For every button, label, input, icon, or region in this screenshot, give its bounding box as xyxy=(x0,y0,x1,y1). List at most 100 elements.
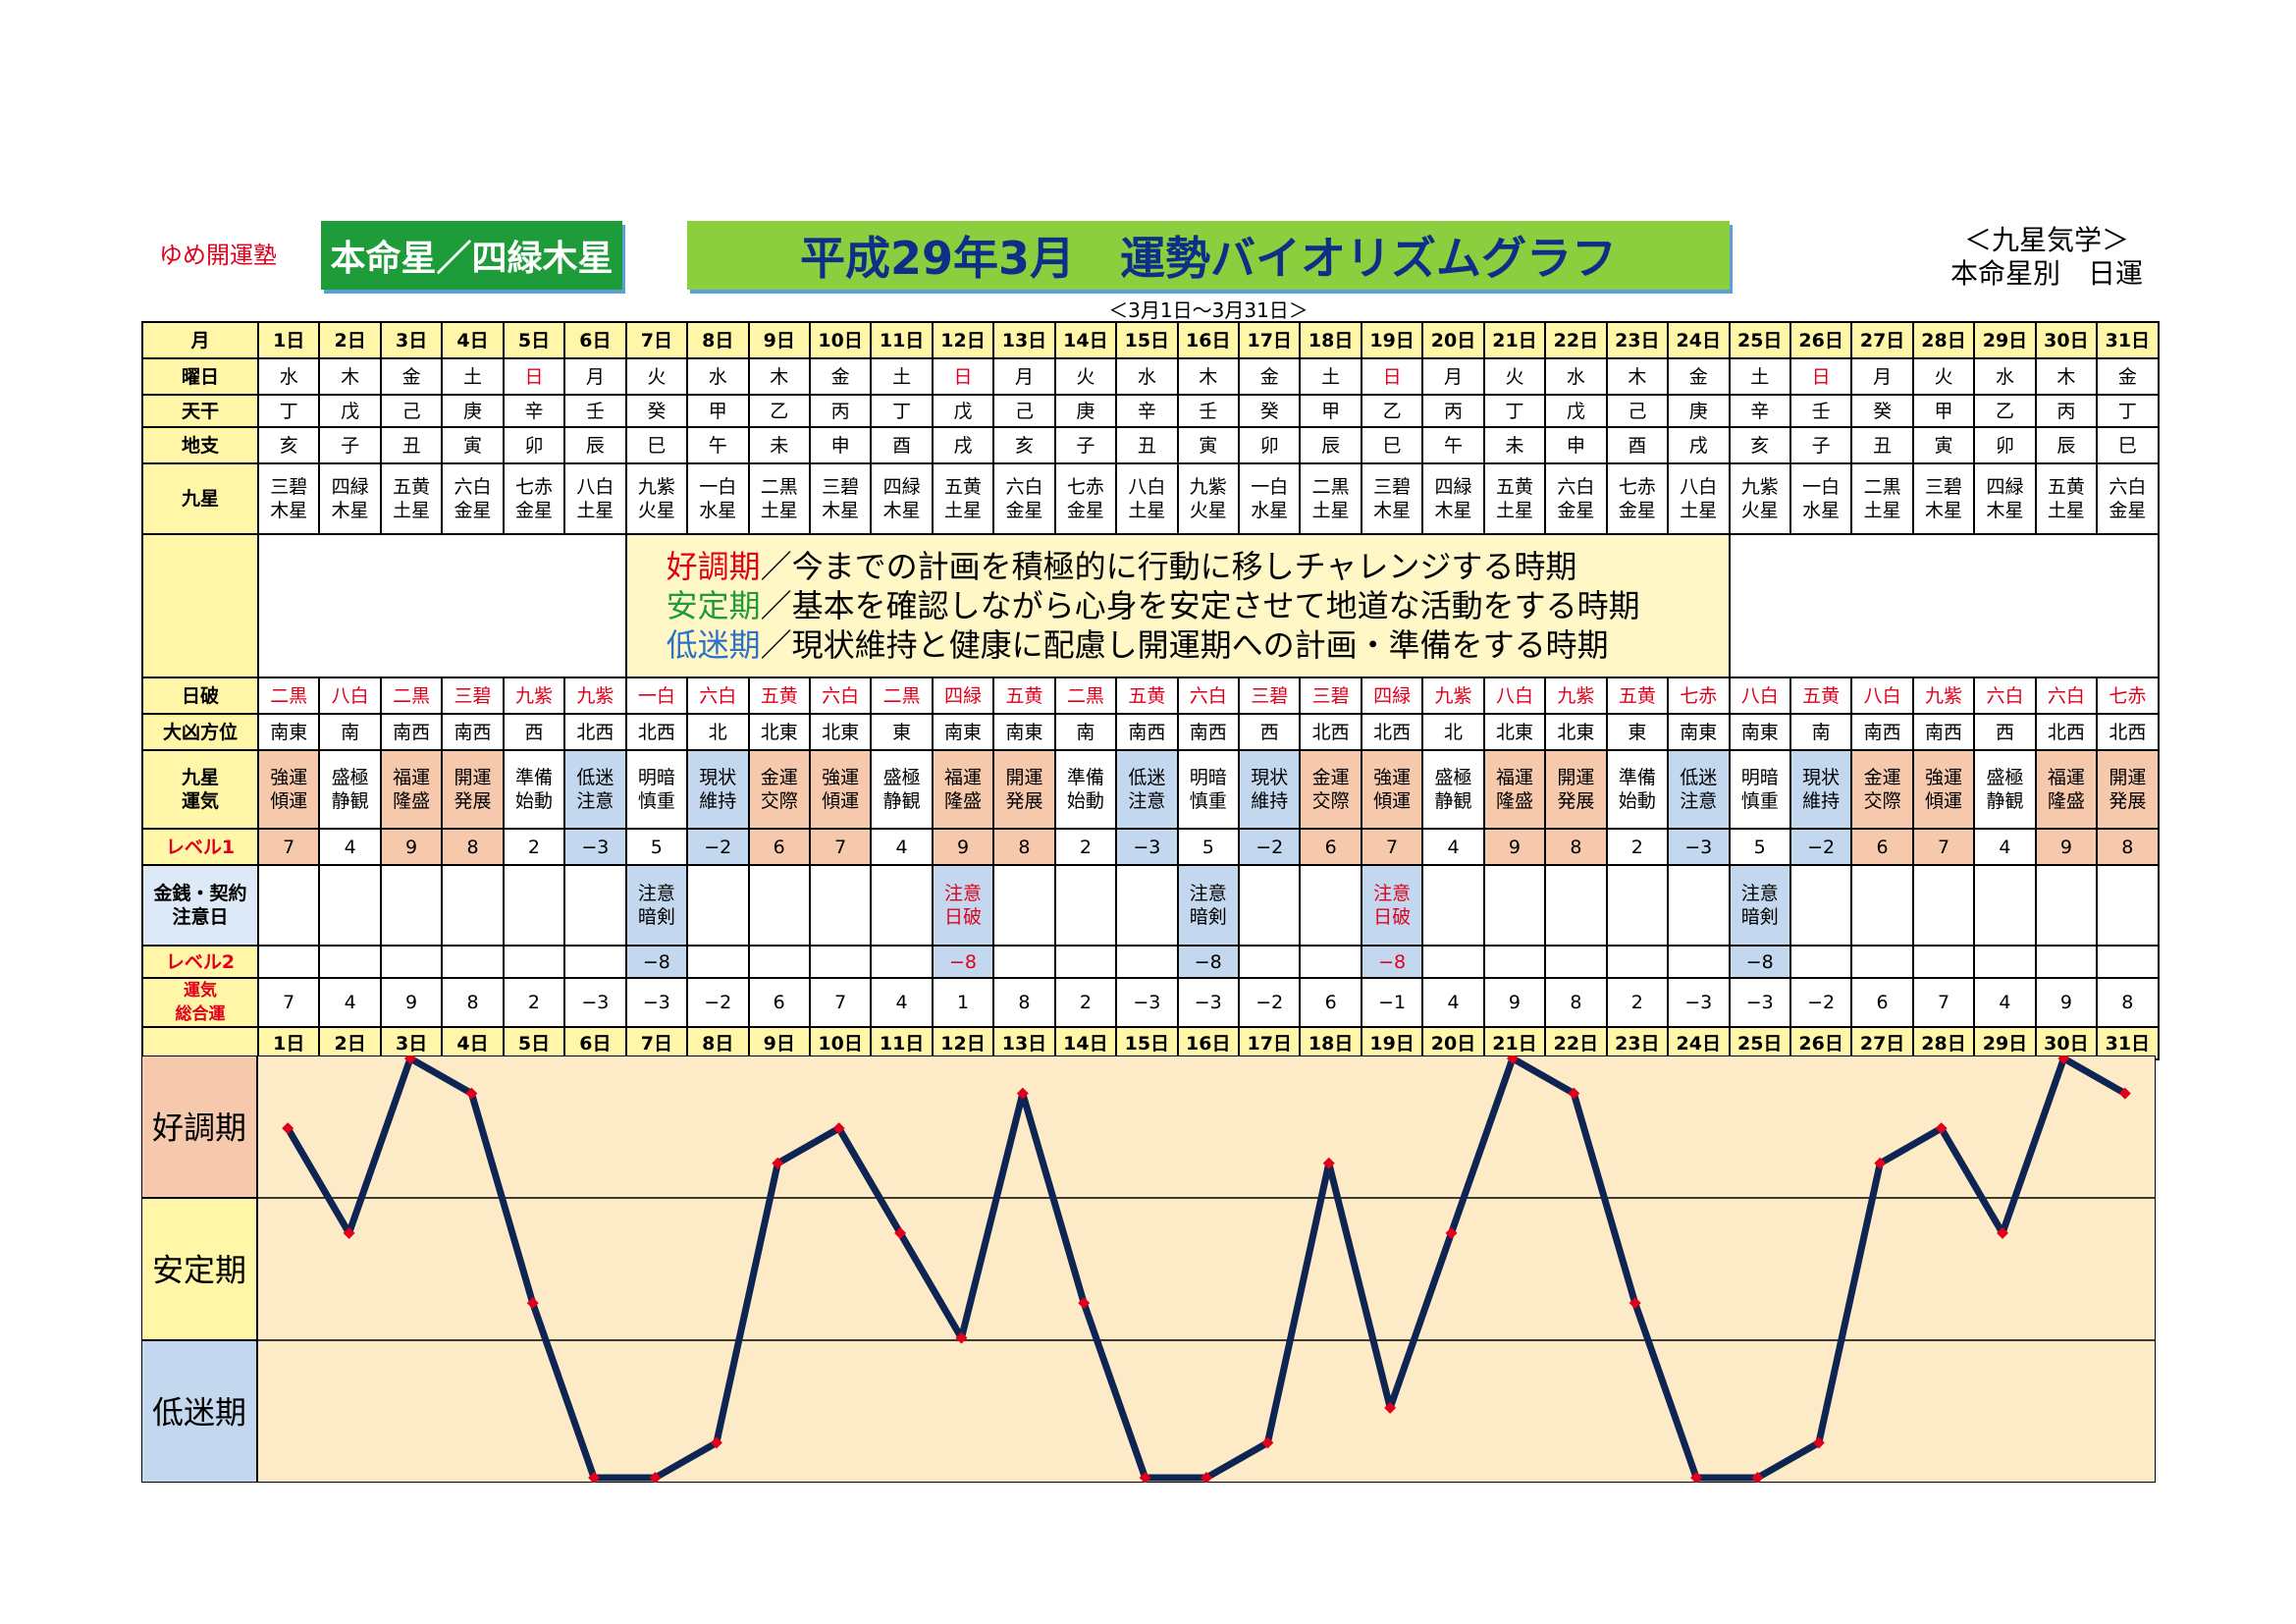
kyusei-cell: 七赤 金星 xyxy=(1605,462,1670,535)
nippa-cell: 二黒 xyxy=(1053,677,1118,715)
kinsen-cell: 注意 日破 xyxy=(931,864,995,947)
chishi-cell: 丑 xyxy=(1850,426,1914,464)
unki-cell: 開運 発展 xyxy=(2096,749,2160,830)
level1-cell: 8 xyxy=(992,828,1056,866)
kinsen-cell xyxy=(441,864,505,947)
day-cell-bottom: 27日 xyxy=(1850,1026,1914,1060)
band-low-label-bg xyxy=(141,1339,258,1483)
data-point xyxy=(343,1226,355,1239)
row-label-unki: 九星 運気 xyxy=(141,749,259,830)
kyusei-cell: 七赤 金星 xyxy=(502,462,566,535)
kinsen-cell xyxy=(1850,864,1914,947)
weekday-cell: 月 xyxy=(1850,357,1914,396)
taikyo-cell: 東 xyxy=(1605,713,1670,751)
kyusei-cell: 五黄 土星 xyxy=(2034,462,2099,535)
tenkan-cell: 戊 xyxy=(318,394,382,428)
sogo-cell: −3 xyxy=(1667,977,1731,1028)
chishi-cell: 卯 xyxy=(1973,426,2037,464)
day-cell: 25日 xyxy=(1728,321,1791,359)
day-cell: 2日 xyxy=(318,321,382,359)
level2-cell xyxy=(1053,945,1118,979)
kyusei-cell: 一白 水星 xyxy=(1789,462,1853,535)
taikyo-cell: 北東 xyxy=(1482,713,1547,751)
unki-cell: 盛極 静観 xyxy=(318,749,382,830)
level2-cell: −8 xyxy=(1728,945,1791,979)
unki-cell: 開運 発展 xyxy=(992,749,1056,830)
taikyo-cell: 南西 xyxy=(1115,713,1179,751)
kyusei-cell: 一白 水星 xyxy=(686,462,750,535)
level1-cell: 6 xyxy=(747,828,811,866)
level2-cell xyxy=(379,945,444,979)
data-point xyxy=(649,1472,662,1483)
chishi-cell: 巳 xyxy=(2096,426,2160,464)
data-point xyxy=(1384,1401,1397,1414)
unki-cell: 福運 隆盛 xyxy=(379,749,444,830)
nippa-cell: 六白 xyxy=(1973,677,2037,715)
level1-cell: 9 xyxy=(379,828,444,866)
band-stable-label-bg xyxy=(141,1197,258,1341)
legend-term-low: 低迷期 xyxy=(666,626,761,664)
data-point xyxy=(1935,1122,1948,1135)
data-point xyxy=(2118,1087,2131,1100)
kyusei-cell: 五黄 土星 xyxy=(931,462,995,535)
nippa-cell: 八白 xyxy=(1482,677,1547,715)
kinsen-cell xyxy=(563,864,627,947)
kinsen-cell: 注意 暗剣 xyxy=(624,864,689,947)
kinsen-cell xyxy=(1667,864,1731,947)
sogo-cell: 6 xyxy=(1299,977,1362,1028)
weekday-cell: 金 xyxy=(379,357,444,396)
tenkan-cell: 乙 xyxy=(747,394,811,428)
day-cell-bottom: 8日 xyxy=(686,1026,750,1060)
tenkan-cell: 丁 xyxy=(2096,394,2160,428)
chishi-cell: 寅 xyxy=(1176,426,1241,464)
unki-cell: 強運 傾運 xyxy=(808,749,873,830)
weekday-cell: 日 xyxy=(502,357,566,396)
nippa-cell: 九紫 xyxy=(1421,677,1485,715)
unki-cell: 開運 発展 xyxy=(1544,749,1608,830)
unki-cell: 金運 交際 xyxy=(1850,749,1914,830)
data-point xyxy=(1629,1297,1641,1310)
unki-cell: 盛極 静観 xyxy=(1973,749,2037,830)
kinsen-cell xyxy=(1482,864,1547,947)
tenkan-cell: 辛 xyxy=(1728,394,1791,428)
nippa-cell: 三碧 xyxy=(1299,677,1362,715)
row-label-chishi: 地支 xyxy=(141,426,259,464)
level1-cell: 7 xyxy=(1360,828,1424,866)
kinsen-cell xyxy=(1237,864,1302,947)
level2-cell xyxy=(747,945,811,979)
unki-cell: 現状 維持 xyxy=(1237,749,1302,830)
band-good-label: 好調期 xyxy=(152,1110,246,1147)
chishi-cell: 子 xyxy=(1789,426,1853,464)
kinsen-cell xyxy=(808,864,873,947)
tenkan-cell: 壬 xyxy=(563,394,627,428)
nippa-cell: 九紫 xyxy=(502,677,566,715)
legend-spacer-left xyxy=(257,533,627,678)
date-range: ＜3月1日～3月31日＞ xyxy=(1108,298,1308,322)
nippa-cell: 五黄 xyxy=(1605,677,1670,715)
chishi-cell: 戌 xyxy=(1667,426,1731,464)
data-point xyxy=(1445,1226,1458,1239)
day-cell: 12日 xyxy=(931,321,995,359)
chishi-cell: 巳 xyxy=(1360,426,1424,464)
taikyo-cell: 南西 xyxy=(379,713,444,751)
chishi-cell: 亥 xyxy=(992,426,1056,464)
level1-cell: 8 xyxy=(2096,828,2160,866)
tenkan-cell: 庚 xyxy=(1667,394,1731,428)
level2-cell: −8 xyxy=(931,945,995,979)
data-point xyxy=(588,1472,601,1483)
kyusei-cell: 二黒 土星 xyxy=(1850,462,1914,535)
kyusei-cell: 八白 土星 xyxy=(1115,462,1179,535)
kyusei-cell: 五黄 土星 xyxy=(379,462,444,535)
sogo-cell: −3 xyxy=(1176,977,1241,1028)
weekday-cell: 木 xyxy=(1605,357,1670,396)
row-label-tenkan: 天干 xyxy=(141,394,259,428)
data-point xyxy=(1261,1436,1274,1449)
kinsen-cell xyxy=(992,864,1056,947)
day-cell: 3日 xyxy=(379,321,444,359)
sogo-cell: 2 xyxy=(1605,977,1670,1028)
level2-cell xyxy=(686,945,750,979)
kinsen-cell xyxy=(256,864,321,947)
level2-cell xyxy=(1482,945,1547,979)
weekday-cell: 木 xyxy=(747,357,811,396)
kyusei-cell: 四緑 木星 xyxy=(870,462,934,535)
